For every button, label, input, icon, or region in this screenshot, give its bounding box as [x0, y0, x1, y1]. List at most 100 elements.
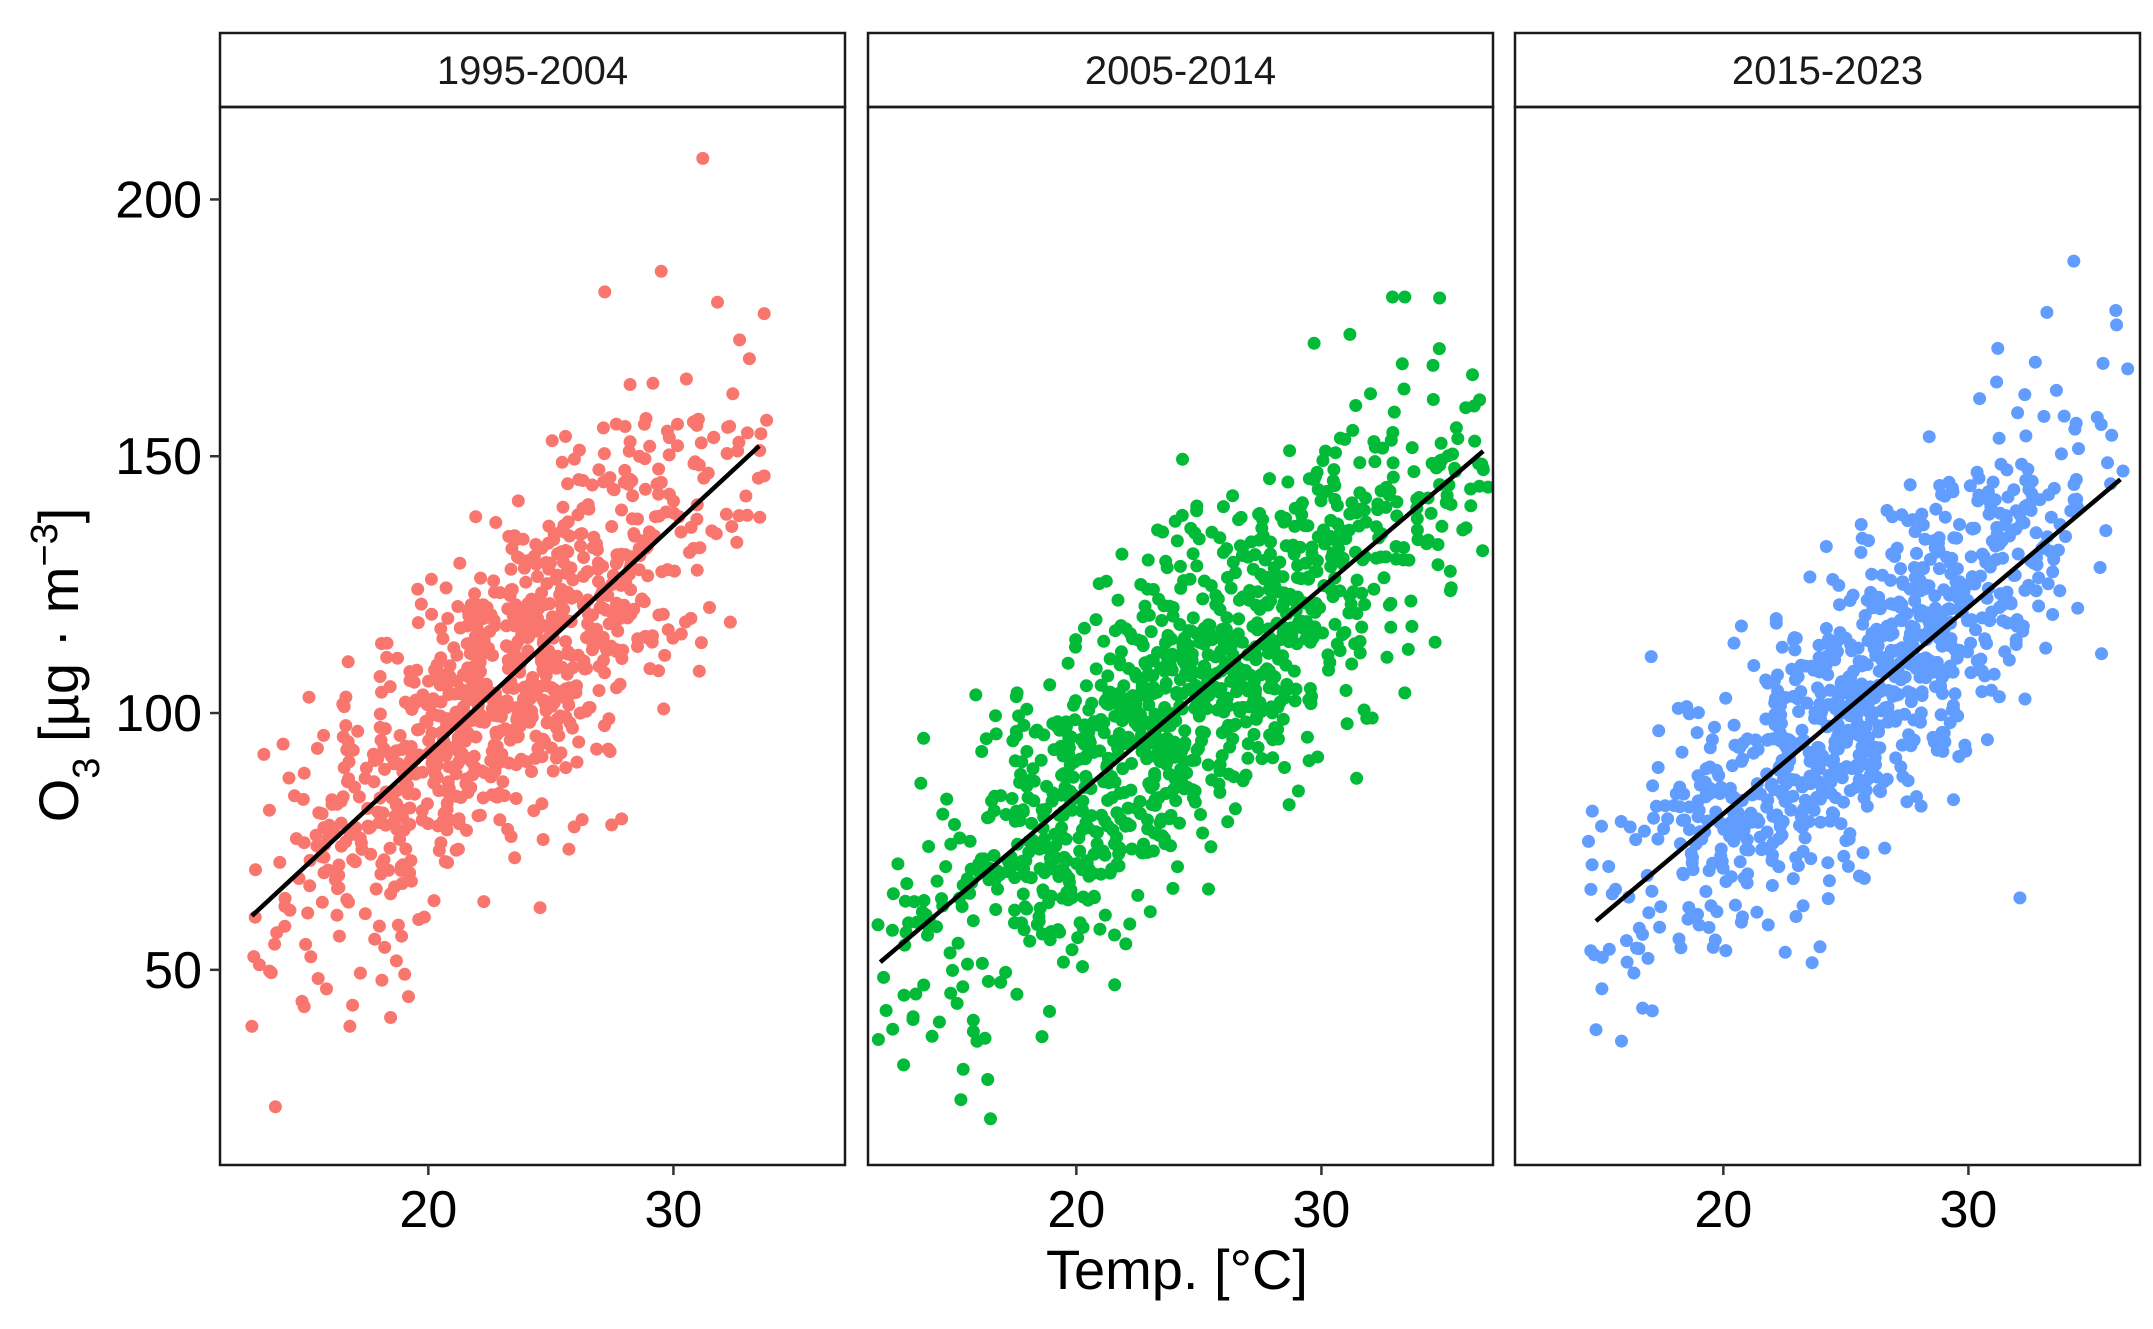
data-point [1281, 475, 1295, 489]
data-point [1005, 792, 1019, 805]
data-point [1860, 593, 1874, 607]
data-point [282, 771, 296, 785]
facet-strip [866, 31, 1495, 109]
data-point [1644, 650, 1658, 664]
data-point [1913, 609, 1927, 623]
data-point [1108, 709, 1122, 723]
data-point [1271, 569, 1285, 583]
data-point [994, 975, 1008, 989]
x-tick-label: 20 [1047, 1181, 1105, 1239]
data-point [1258, 553, 1272, 567]
data-point [1316, 454, 1330, 467]
data-point [1227, 770, 1241, 784]
data-point [592, 575, 605, 588]
data-point [1434, 436, 1448, 450]
data-point [596, 421, 610, 435]
data-point [1098, 814, 1112, 828]
data-point [2094, 418, 2108, 431]
data-point [1828, 702, 1842, 716]
data-point [1928, 541, 1942, 555]
data-point [1111, 741, 1125, 755]
data-point [1946, 698, 1960, 712]
data-point [2101, 456, 2114, 470]
data-point [684, 611, 698, 625]
data-point [1977, 549, 1991, 563]
data-point [1990, 375, 2004, 389]
data-point [502, 756, 516, 770]
data-point [1212, 685, 1226, 699]
data-point [1772, 860, 1786, 874]
data-point [1386, 470, 1400, 484]
data-point [572, 735, 586, 749]
data-point [1778, 945, 1792, 959]
data-point [732, 435, 746, 449]
data-point [930, 874, 944, 888]
data-point [358, 907, 372, 921]
data-point [1133, 807, 1147, 821]
data-point [662, 487, 676, 501]
data-point [1233, 674, 1246, 688]
data-point [460, 691, 474, 705]
data-point [1354, 503, 1368, 516]
data-point [1894, 562, 1908, 576]
data-point [598, 285, 612, 299]
data-point [935, 892, 948, 906]
data-point [723, 419, 737, 433]
data-point [661, 563, 674, 577]
data-point [725, 520, 739, 533]
data-point [383, 841, 397, 855]
data-point [1855, 774, 1869, 788]
data-point [463, 662, 476, 675]
data-point [1881, 653, 1895, 667]
data-point [606, 482, 620, 496]
data-point [701, 466, 715, 480]
data-point [1865, 627, 1879, 640]
data-point [886, 1022, 900, 1036]
data-point [885, 923, 899, 937]
data-point [1796, 899, 1810, 913]
data-point [1343, 327, 1357, 341]
data-point [711, 295, 724, 309]
data-point [950, 996, 964, 1010]
data-point [414, 597, 428, 611]
data-point [1079, 679, 1093, 693]
data-point [369, 882, 383, 896]
data-point [1148, 792, 1162, 806]
data-point [1649, 799, 1663, 813]
data-point [1008, 871, 1022, 885]
data-point [1681, 912, 1695, 926]
data-point [1895, 738, 1909, 752]
data-point [1708, 720, 1721, 734]
data-point [1265, 637, 1279, 651]
data-point [1615, 1034, 1628, 1048]
data-point [1374, 550, 1388, 564]
data-point [526, 671, 540, 684]
data-point [492, 786, 506, 800]
data-point [1155, 812, 1169, 826]
data-point [1226, 489, 1240, 503]
data-point [518, 680, 531, 694]
data-point [1986, 475, 2000, 489]
data-point [315, 895, 329, 909]
data-point [982, 810, 996, 824]
data-point [440, 712, 454, 726]
data-point [609, 417, 623, 431]
data-point [1975, 664, 1989, 678]
data-point [1904, 695, 1918, 709]
data-point [757, 307, 771, 321]
data-point [1877, 626, 1891, 640]
data-point [1652, 724, 1666, 738]
data-point [2032, 599, 2046, 613]
data-point [1733, 855, 1747, 869]
data-point [917, 894, 931, 907]
data-point [688, 455, 702, 469]
data-point [1992, 431, 2006, 445]
data-point [572, 473, 586, 487]
data-point [622, 444, 636, 458]
data-point [384, 887, 398, 901]
data-point [426, 692, 440, 706]
data-point [709, 527, 723, 541]
data-point [422, 734, 436, 748]
data-point [434, 836, 448, 850]
data-point [2046, 608, 2060, 621]
